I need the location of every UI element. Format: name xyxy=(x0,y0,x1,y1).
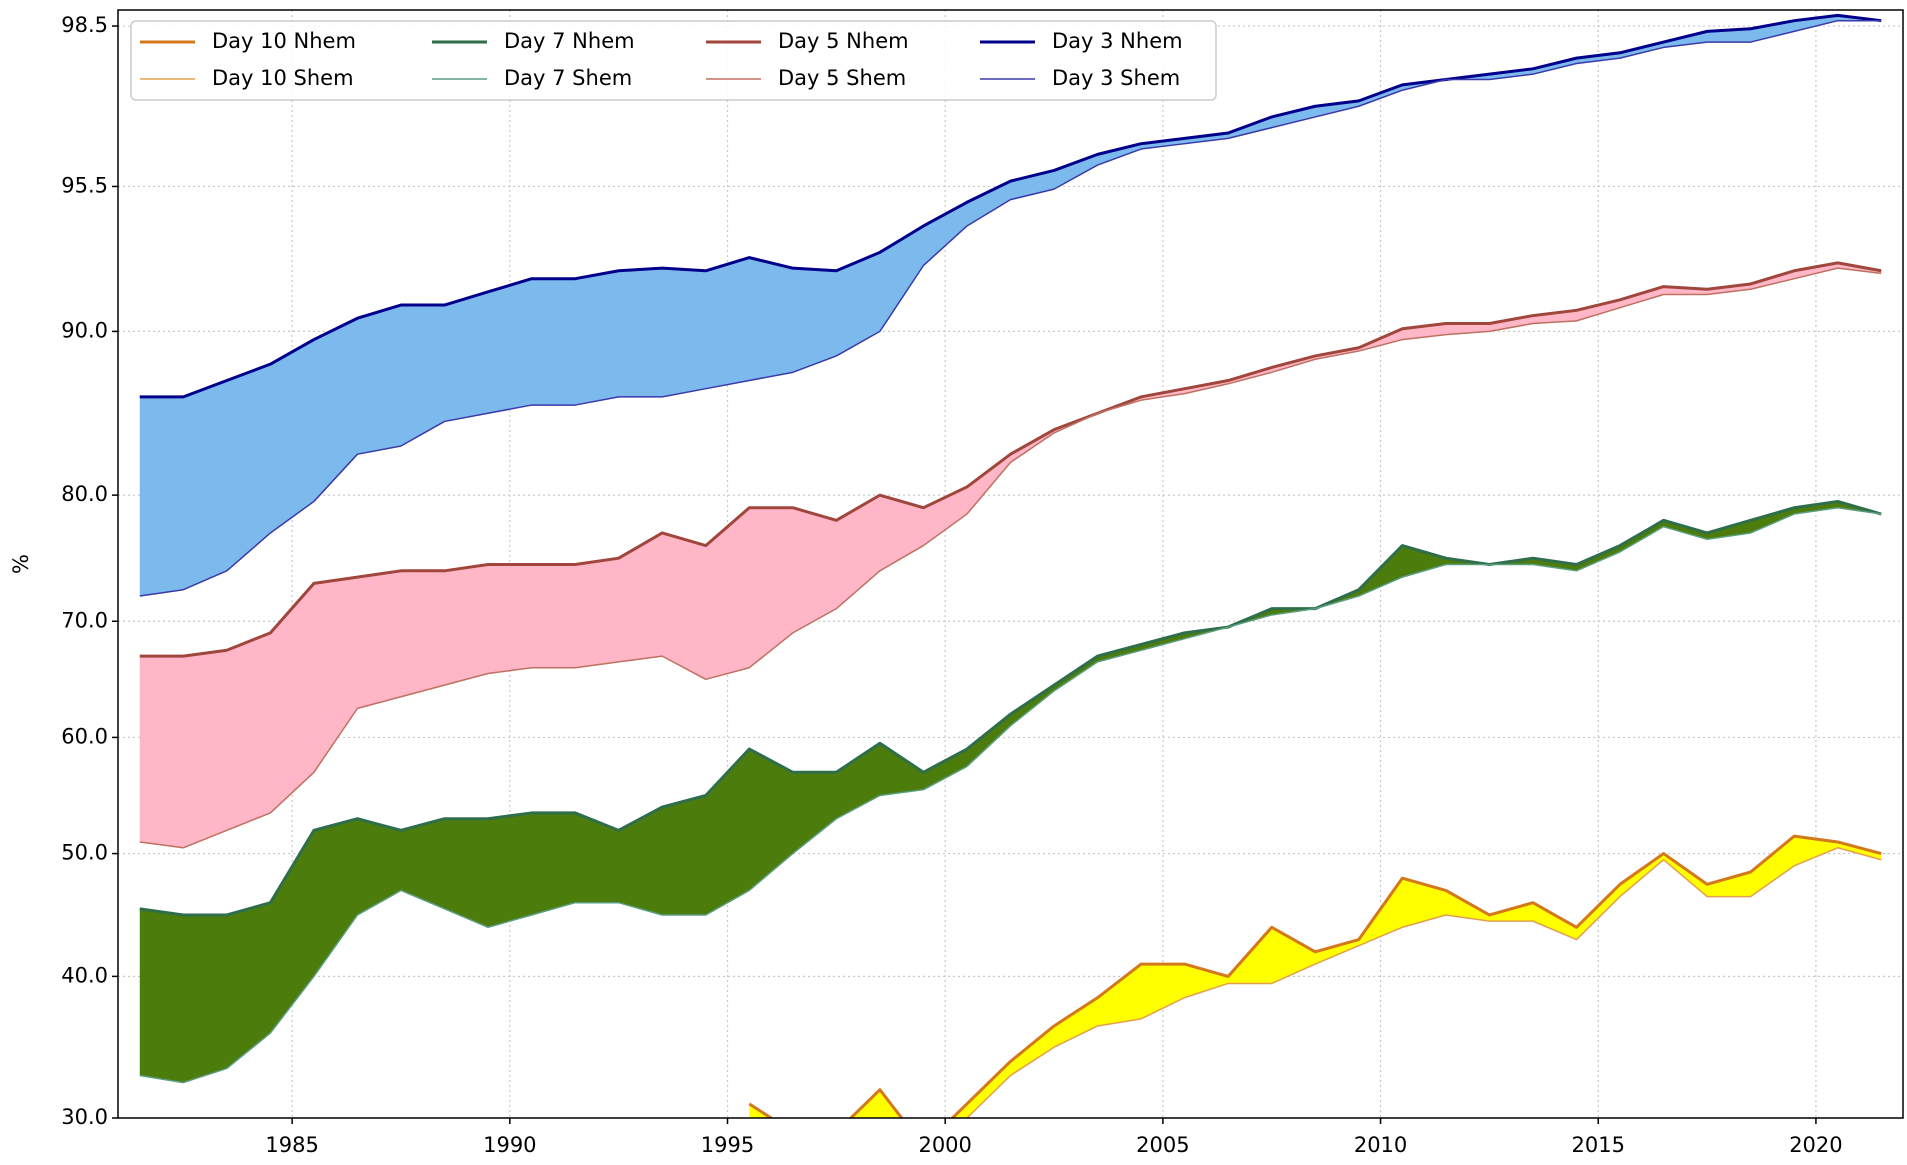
series-line xyxy=(139,506,1882,1084)
y-tick-label: 70.0 xyxy=(61,608,108,632)
y-tick-label: 95.5 xyxy=(61,173,108,197)
legend-label: Day 10 Shem xyxy=(212,66,354,90)
series-line xyxy=(139,499,1882,917)
y-tick-label: 40.0 xyxy=(61,963,108,987)
x-tick-label: 2005 xyxy=(1136,1133,1189,1157)
series-line xyxy=(139,261,1882,658)
legend-label: Day 7 Shem xyxy=(504,66,632,90)
plot-frame xyxy=(117,9,1904,1119)
x-tick-label: 2000 xyxy=(918,1133,971,1157)
y-tick-label: 50.0 xyxy=(61,841,108,865)
x-tick-label: 2015 xyxy=(1572,1133,1625,1157)
legend-box xyxy=(130,20,1217,101)
x-tick-label: 2020 xyxy=(1789,1133,1842,1157)
series-line xyxy=(965,847,1882,1118)
y-tick-label: 80.0 xyxy=(61,482,108,506)
x-tick-label: 1995 xyxy=(701,1133,754,1157)
x-tick-label: 1985 xyxy=(265,1133,318,1157)
legend-label: Day 7 Nhem xyxy=(504,29,635,53)
series-line xyxy=(139,19,1882,597)
y-tick-label: 90.0 xyxy=(61,318,108,342)
legend-label: Day 5 Shem xyxy=(778,66,906,90)
series-line xyxy=(748,834,1882,1118)
series-line xyxy=(139,13,1882,399)
series-line xyxy=(139,267,1882,849)
y-tick-label: 60.0 xyxy=(61,724,108,748)
legend-label: Day 10 Nhem xyxy=(212,29,356,53)
y-tick-label: 98.5 xyxy=(61,13,108,37)
legend-label: Day 3 Nhem xyxy=(1052,29,1183,53)
legend-label: Day 5 Nhem xyxy=(778,29,909,53)
x-tick-label: 1990 xyxy=(483,1133,536,1157)
y-tick-label: 30.0 xyxy=(61,1105,108,1129)
y-axis-label: % xyxy=(9,554,33,574)
band-fill xyxy=(139,15,1882,597)
x-tick-label: 2010 xyxy=(1354,1133,1407,1157)
legend-label: Day 3 Shem xyxy=(1052,66,1180,90)
